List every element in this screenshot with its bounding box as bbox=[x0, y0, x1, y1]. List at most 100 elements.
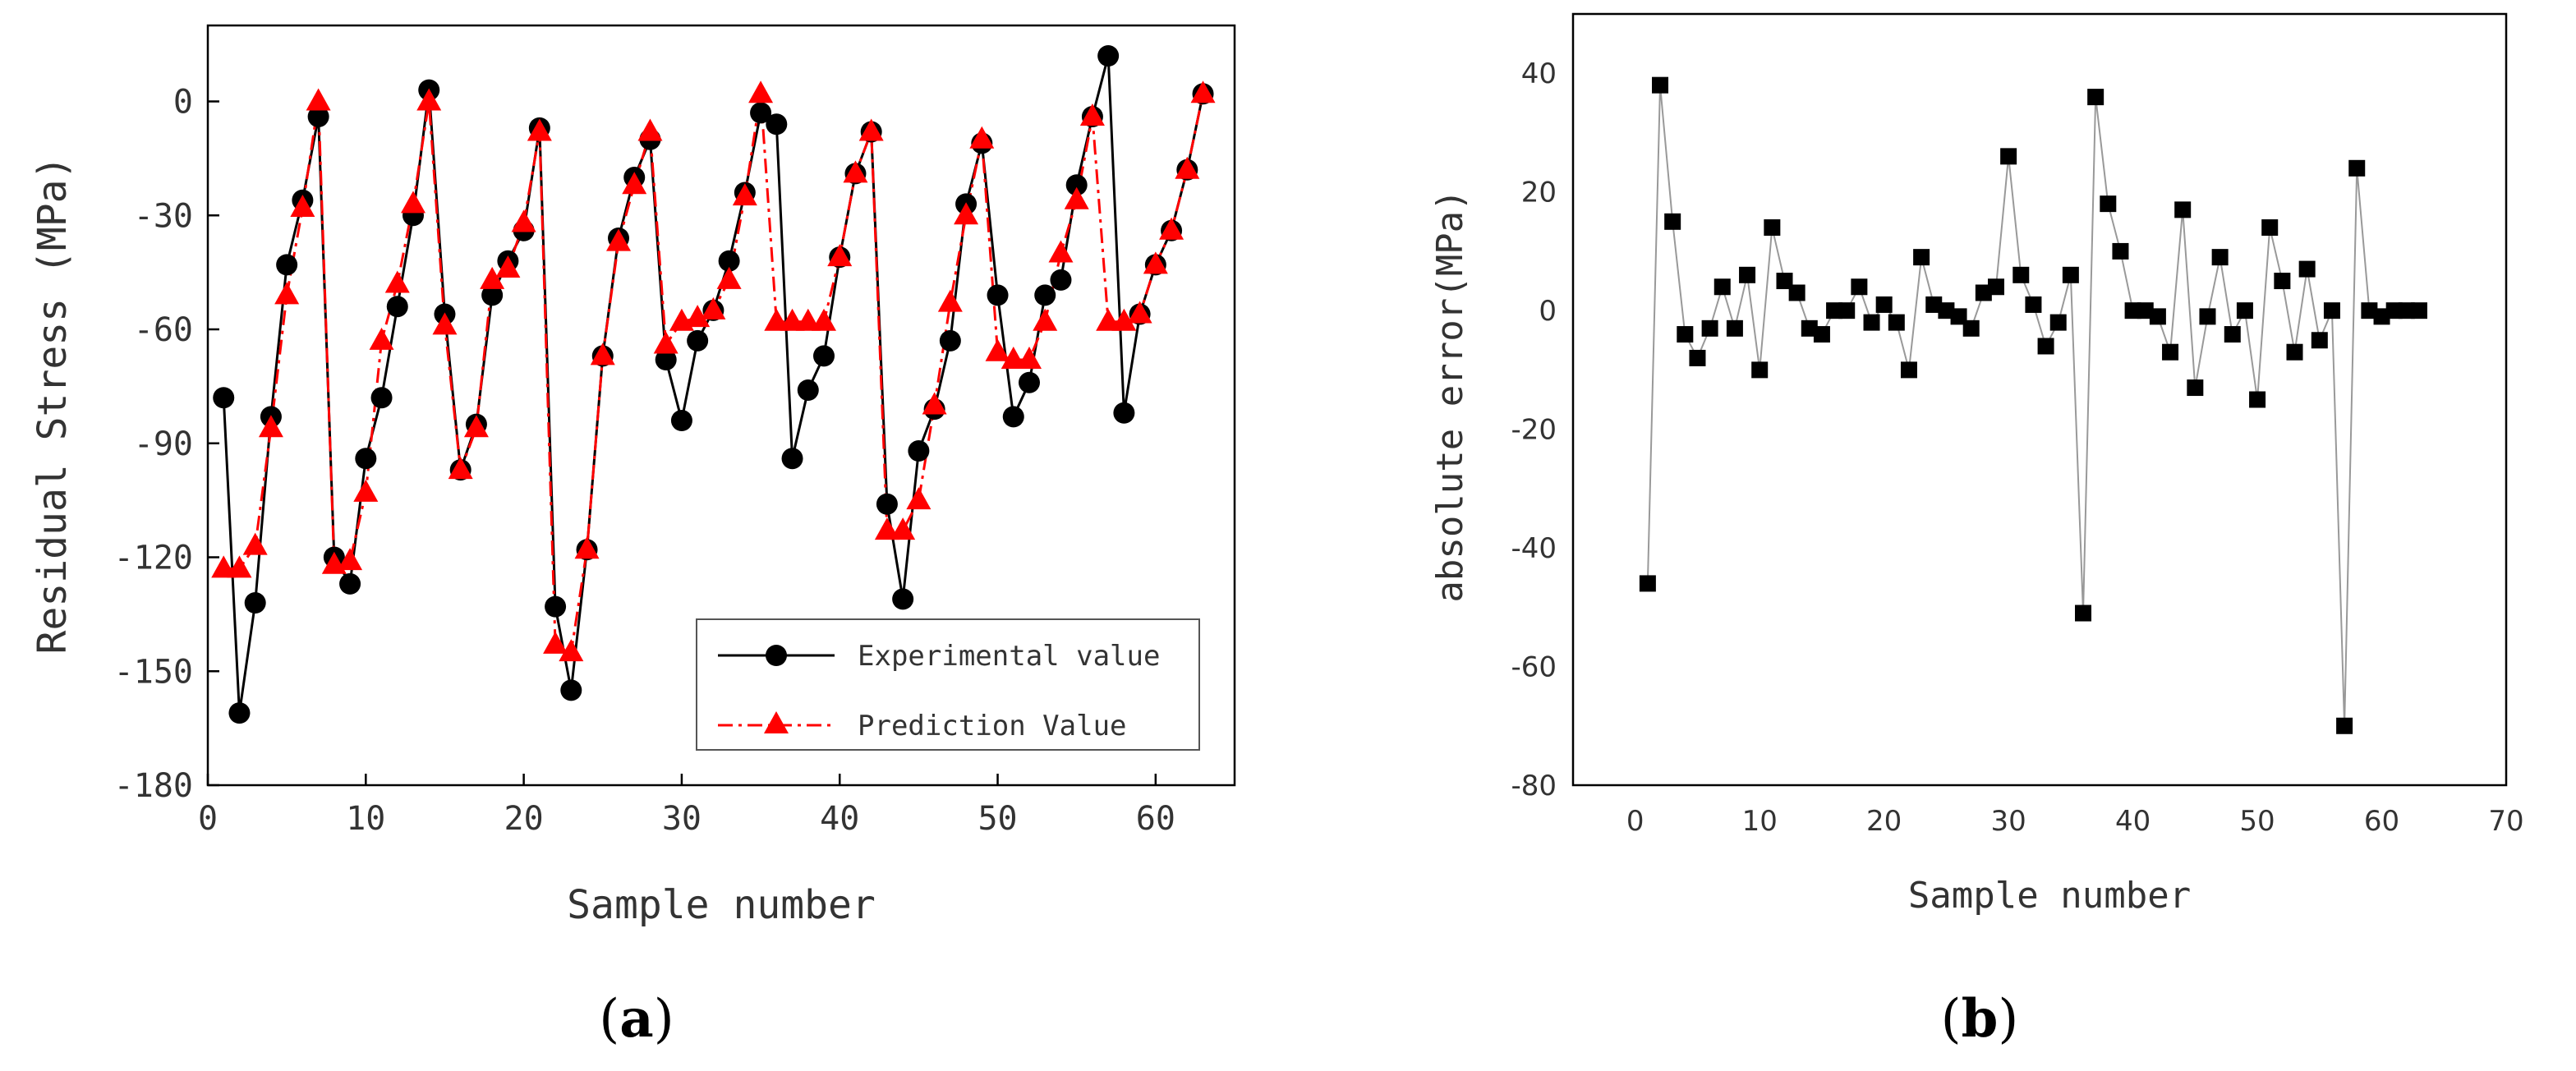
experimental-point bbox=[307, 106, 329, 127]
prediction-point bbox=[1079, 103, 1105, 126]
absolute-error-point bbox=[2373, 308, 2390, 325]
prediction-point bbox=[780, 308, 805, 331]
panel-b-xlabel: Sample number bbox=[1908, 875, 2191, 917]
prediction-point bbox=[258, 415, 283, 438]
absolute-error-point bbox=[1863, 314, 1880, 331]
prediction-point bbox=[890, 517, 916, 540]
prediction-point bbox=[590, 342, 615, 365]
panel-a-ytick-label: -120 bbox=[114, 540, 193, 577]
panel-b-xtick-label: 60 bbox=[2364, 805, 2399, 838]
absolute-error-point bbox=[1764, 219, 1781, 237]
panel-b-ytick-label: -60 bbox=[1511, 651, 1557, 684]
absolute-error-point bbox=[2211, 249, 2229, 266]
absolute-error-point bbox=[1900, 361, 1917, 379]
experimental-point bbox=[355, 448, 377, 470]
experimental-point bbox=[813, 345, 835, 367]
absolute-error-point bbox=[1826, 302, 1843, 319]
absolute-error-point bbox=[1801, 319, 1818, 337]
panel-a-ytick-label: -60 bbox=[134, 311, 193, 349]
absolute-error-point bbox=[1751, 361, 1769, 379]
absolute-error-point bbox=[2049, 314, 2067, 331]
experimental-point bbox=[1034, 284, 1056, 306]
experimental-point bbox=[213, 387, 235, 409]
absolute-error-point bbox=[1701, 319, 1718, 337]
prediction-point bbox=[653, 331, 678, 354]
experimental-point bbox=[750, 102, 772, 124]
panel-b-ytick-label: -80 bbox=[1511, 770, 1557, 802]
panel-b-ytick-label: 40 bbox=[1521, 57, 1557, 90]
absolute-error-point bbox=[2149, 308, 2166, 325]
experimental-series-line bbox=[222, 55, 1205, 714]
experimental-point bbox=[1050, 269, 1072, 291]
absolute-error-point bbox=[2261, 219, 2279, 237]
prediction-point bbox=[211, 555, 237, 578]
absolute-error-point bbox=[2100, 195, 2117, 213]
prediction-point bbox=[527, 118, 552, 141]
absolute-error-point bbox=[1776, 273, 1793, 290]
prediction-point bbox=[1000, 347, 1026, 369]
prediction-point bbox=[764, 308, 789, 331]
prediction-point bbox=[353, 479, 379, 502]
absolute-error-line bbox=[1646, 85, 2419, 726]
prediction-point bbox=[701, 296, 726, 319]
absolute-error-point bbox=[1987, 278, 2004, 296]
experimental-point bbox=[1113, 402, 1135, 424]
absolute-error-point bbox=[2286, 343, 2303, 361]
experimental-point bbox=[797, 379, 819, 401]
panel-a-xtick-label: 10 bbox=[346, 800, 385, 838]
absolute-error-point bbox=[2124, 302, 2141, 319]
absolute-error-point bbox=[1888, 314, 1905, 331]
panel-a-label: (a) bbox=[599, 988, 674, 1050]
prediction-point bbox=[969, 126, 995, 149]
absolute-error-point bbox=[2199, 308, 2216, 325]
absolute-error-point bbox=[1652, 76, 1669, 94]
absolute-error-point bbox=[1938, 302, 1955, 319]
absolute-error-point bbox=[2298, 260, 2316, 278]
panel-b-ytick-label: 20 bbox=[1521, 177, 1557, 209]
prediction-point bbox=[637, 118, 663, 141]
prediction-point bbox=[1096, 308, 1121, 331]
absolute-error-point bbox=[1950, 308, 1967, 325]
prediction-point bbox=[495, 255, 521, 278]
absolute-error-point bbox=[1913, 249, 1930, 266]
experimental-point bbox=[876, 493, 898, 515]
prediction-point bbox=[1127, 301, 1152, 324]
prediction-point bbox=[574, 536, 600, 559]
prediction-point bbox=[843, 160, 868, 183]
absolute-error-point bbox=[2410, 302, 2427, 319]
prediction-point bbox=[937, 289, 963, 312]
absolute-error-point bbox=[2236, 302, 2253, 319]
experimental-point bbox=[987, 284, 1009, 306]
absolute-error-point bbox=[1664, 213, 1681, 230]
absolute-error-point bbox=[1925, 296, 1943, 313]
legend-prediction-label: Prediction Value bbox=[858, 710, 1127, 742]
absolute-error-point bbox=[2361, 302, 2378, 319]
panel-a-xtick-label: 50 bbox=[978, 800, 1017, 838]
prediction-point bbox=[1017, 347, 1042, 369]
experimental-point bbox=[1002, 406, 1024, 428]
prediction-point bbox=[448, 457, 473, 480]
prediction-point bbox=[606, 228, 631, 251]
panel-a-ytick-label: -30 bbox=[134, 197, 193, 235]
panel-b-ticks: 0 10 20 30 40 50 60 70 40 20 0 -20 -40 -60 -80 bbox=[1511, 57, 2523, 838]
panel-a-ylabel: Residual Stress (MPa) bbox=[30, 156, 76, 655]
absolute-error-point bbox=[2187, 379, 2204, 397]
prediction-point bbox=[1190, 80, 1216, 103]
panel-b-letter: b bbox=[1962, 988, 1999, 1050]
experimental-point bbox=[386, 296, 408, 318]
panel-a: 0 10 20 30 40 50 60 0 -30 -60 -90 -120 -150 -180 Samp… bbox=[30, 24, 1236, 1050]
panel-a-plot-frame bbox=[206, 24, 1236, 787]
panel-a-xtick-label: 20 bbox=[504, 800, 544, 838]
panel-b-xtick-label: 10 bbox=[1742, 805, 1778, 838]
experimental-point bbox=[370, 387, 393, 409]
absolute-error-point bbox=[2174, 201, 2192, 218]
panel-a-xtick-label: 0 bbox=[198, 800, 218, 838]
prediction-series-line bbox=[223, 93, 1205, 655]
prediction-point bbox=[384, 270, 410, 293]
absolute-error-point bbox=[2075, 604, 2092, 622]
absolute-error-point bbox=[1851, 278, 1868, 296]
absolute-error-point bbox=[2025, 296, 2042, 313]
prediction-point bbox=[874, 517, 899, 540]
experimental-point bbox=[1065, 174, 1088, 196]
